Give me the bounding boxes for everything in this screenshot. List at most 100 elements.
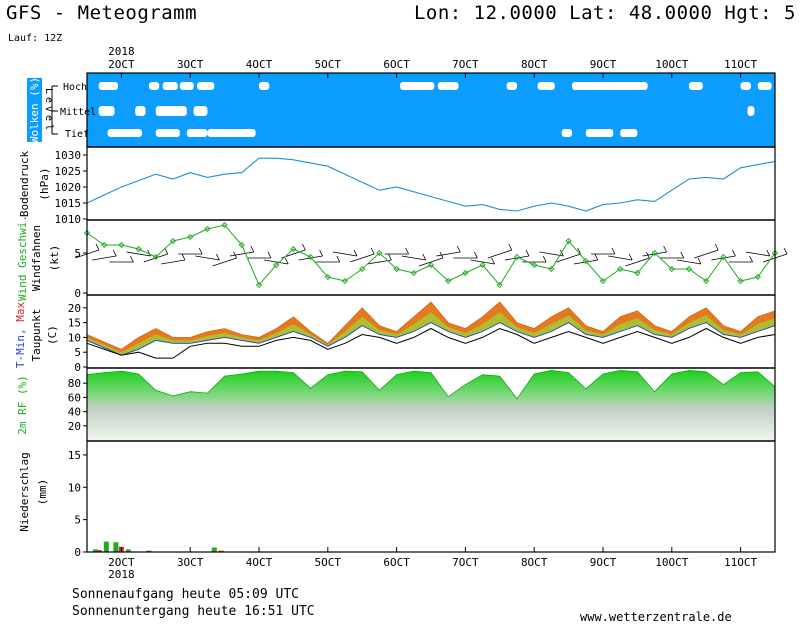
cloud-level-label: Level: [43, 88, 54, 133]
wind-barb-flag: [95, 243, 100, 251]
x-tick-label-bottom: 10OCT: [655, 556, 688, 569]
cloud-gap-tief: [561, 129, 572, 137]
wind-barb-flag: [216, 253, 220, 261]
x-tick-label-top: 7OCT: [452, 58, 479, 71]
cloud-gap-tief: [585, 129, 614, 137]
wind-barb-flag: [250, 245, 255, 253]
wind-barb-flag: [628, 253, 633, 261]
cloud-gap-hoch: [148, 82, 160, 90]
dewpoint-axis-label: Taupunkt: [30, 309, 43, 362]
wind-barb-flag: [181, 253, 186, 261]
temperature-ytick-label: 0: [74, 361, 81, 374]
x-tick-label-bottom: 5OCT: [315, 556, 342, 569]
wind-speed-point: [152, 253, 159, 261]
precipitation-ytick-label: 5: [74, 514, 81, 527]
panel-labels: Wolken (%) Bodendruck (hPa) Wind Geschwi. Wi…: [14, 77, 61, 532]
sunrise-text: Sonnenaufgang heute 05:09 UTC: [72, 587, 299, 602]
wind-barb-flag: [749, 255, 753, 263]
wind-barb: [126, 251, 151, 257]
x-tick-label-bottom: 8OCT: [521, 556, 548, 569]
pressure-line: [86, 157, 776, 212]
wind-ytick-label: 0: [74, 287, 81, 300]
wind-speed-point: [496, 281, 503, 289]
wind-speed-point: [101, 241, 108, 249]
wind-barb: [676, 259, 702, 265]
precipitation-bar: [96, 550, 102, 552]
wind-barb-flag: [405, 247, 409, 255]
wind-barb: [625, 257, 650, 267]
temperature-ytick-label: 15: [68, 317, 81, 330]
wind-speed-point: [703, 277, 710, 285]
location-coordinates: Lon: 12.0000 Lat: 48.0000 Hgt: 5: [413, 2, 796, 24]
wind-barb: [694, 249, 719, 259]
wind-speed-point: [479, 261, 486, 269]
wind-unit-label: (kt): [48, 245, 61, 272]
wind-speed-point: [204, 225, 211, 233]
x-tick-label-top: 2OCT: [108, 58, 135, 71]
pressure-ytick-label: 1010: [55, 213, 82, 226]
pressure-ytick-label: 1025: [55, 165, 82, 178]
cloud-level-hoch: Hoch: [63, 82, 87, 93]
x-tick-label-bottom: 7OCT: [452, 556, 479, 569]
wind-barb: [487, 249, 512, 259]
wind-barb: [229, 251, 254, 257]
pressure-unit-label: (hPa): [38, 167, 51, 200]
x-tick-label-top: 8OCT: [521, 58, 548, 71]
cloud-gap-tief: [620, 129, 638, 137]
wind-speed-point: [221, 221, 228, 229]
temperature-ytick-label: 5: [74, 346, 81, 359]
wind-speed-point: [118, 241, 125, 249]
x-tick-label-bottom: 3OCT: [177, 556, 204, 569]
wind-speed-point: [513, 253, 521, 261]
wind-speed-point: [238, 241, 245, 249]
wind-barb: [642, 251, 667, 257]
precipitation-bar: [113, 542, 119, 552]
wind-barb-flag: [130, 255, 134, 263]
wind-ytick-label: 5: [74, 247, 81, 260]
wind-speed-point: [169, 237, 177, 245]
wind-barb-flag: [267, 251, 272, 259]
cloud-gap-mittel: [747, 106, 755, 116]
wind-barb-flag: [508, 243, 513, 251]
precipitation-ytick-label: 15: [68, 449, 81, 462]
cloud-gap-hoch: [740, 82, 751, 90]
wind-speed-point: [273, 261, 280, 269]
cloud-gap-tief: [155, 129, 180, 137]
wind-barb-flag: [164, 247, 169, 255]
temperature-unit-label: (C): [46, 325, 59, 345]
wind-speed-point: [393, 265, 400, 273]
x-tick-label-top: 4OCT: [246, 58, 273, 71]
cloud-gap-mittel: [155, 106, 187, 116]
temperature-ytick-label: 10: [68, 331, 81, 344]
wind-speed-point: [720, 253, 727, 261]
wind-barb-flag: [783, 247, 788, 255]
wind-speed-point: [685, 265, 693, 273]
wind-barb: [350, 253, 375, 263]
pressure-panel: [86, 157, 776, 212]
wind-speed-point: [255, 281, 263, 289]
wind-speed-point: [548, 265, 555, 273]
precipitation-bar: [146, 550, 152, 552]
pressure-axis-label: Bodendruck: [18, 151, 31, 218]
wind-speed-point: [427, 261, 435, 269]
humidity-area: [87, 370, 775, 440]
wind-barb: [556, 253, 581, 263]
wind-barb: [298, 255, 323, 261]
wind-speed-point: [187, 233, 194, 241]
humidity-axis-label: 2m RF (%): [16, 375, 29, 435]
cloud-gap-hoch: [98, 82, 118, 90]
x-tick-label-bottom: 9OCT: [590, 556, 617, 569]
cloud-gap-mittel: [135, 106, 146, 116]
x-tick-label-top: 3OCT: [177, 58, 204, 71]
time-axis: 1010101510201025103005051015202040608005…: [55, 45, 776, 581]
wind-barb-flag: [112, 249, 117, 257]
wind-speed-point: [324, 273, 331, 281]
cloud-gap-hoch: [537, 82, 555, 90]
x-tick-label-top: 10OCT: [655, 58, 688, 71]
wind-speed-point: [617, 265, 624, 273]
temperature-panel: [86, 301, 776, 359]
wind-barb: [608, 255, 633, 261]
wind-speed-point: [771, 249, 779, 257]
wind-barb: [573, 259, 598, 265]
